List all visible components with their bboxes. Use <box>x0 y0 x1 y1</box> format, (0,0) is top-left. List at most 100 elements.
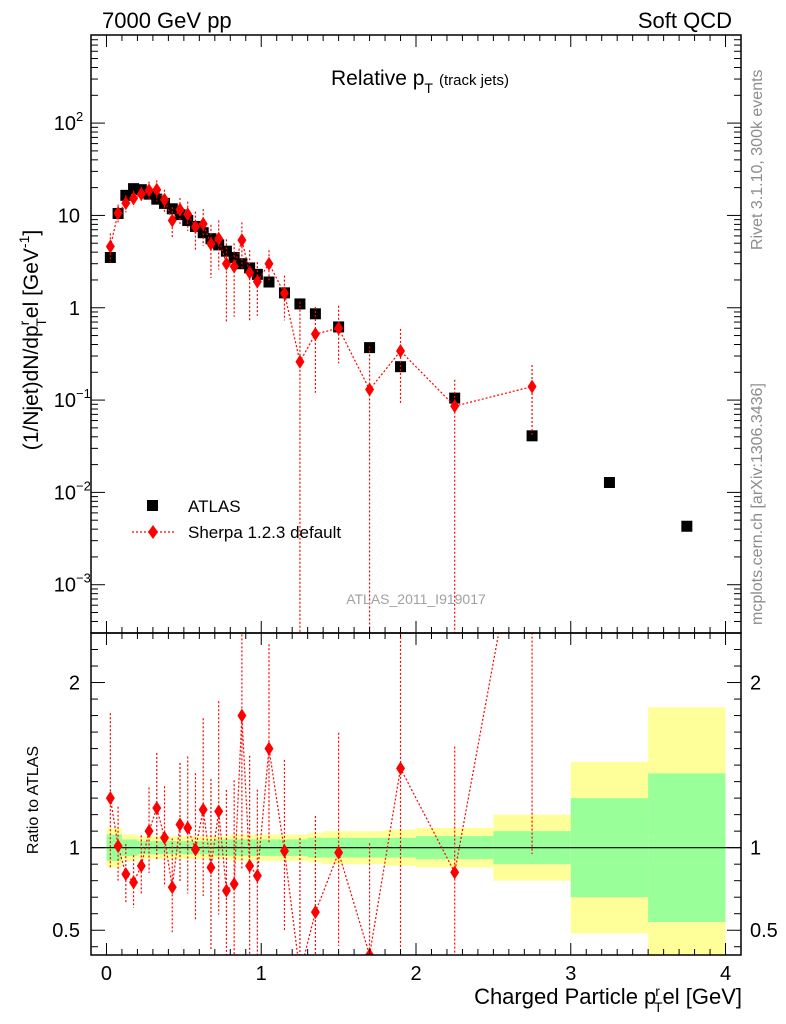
ratio-panel: 0.5 0.5 1 1 2 2 Ratio to ATLAS <box>25 632 778 956</box>
y-tick-label-exponent: −1 <box>76 386 91 401</box>
legend-atlas-label: ATLAS <box>188 497 241 516</box>
atlas-data-point <box>197 227 209 239</box>
y-tick-label: 10 <box>54 390 76 412</box>
analysis-watermark: ATLAS_2011_I919017 <box>346 591 486 607</box>
ylabel-sup2: -1 <box>16 235 32 248</box>
ratio-y-tick-label-left: 1 <box>69 838 80 860</box>
ratio-data-point <box>167 880 177 895</box>
ratio-data-point <box>152 801 162 816</box>
ratio-data-point <box>396 761 406 776</box>
x-tick-labels: 0 1 2 3 4 <box>101 963 731 985</box>
sherpa-data-point <box>121 196 131 211</box>
sherpa-data-point <box>279 286 289 301</box>
atlas-data-point <box>449 392 461 404</box>
sherpa-data-point <box>295 354 305 369</box>
ratio-y-tick-label-left: 0.5 <box>52 920 80 942</box>
xlabel-sup: r <box>655 983 660 999</box>
ratio-data-point <box>245 858 255 873</box>
x-tick-label: 1 <box>256 963 267 985</box>
ratio-y-tick-label-right: 0.5 <box>750 920 778 942</box>
atlas-data-point <box>681 520 693 532</box>
y-tick-label-exponent: −2 <box>76 478 91 493</box>
sherpa-data-point <box>183 207 193 222</box>
atlas-data-point <box>220 245 232 257</box>
sherpa-data-point <box>252 274 262 289</box>
ratio-data-point <box>310 905 320 920</box>
legend-sherpa-label: Sherpa 1.2.3 default <box>188 523 341 542</box>
ratio-y-tick-label-left: 2 <box>69 673 80 695</box>
sherpa-data-point <box>206 237 216 252</box>
legend-atlas-marker <box>147 500 158 511</box>
y-tick-label: 10 <box>54 113 76 135</box>
sherpa-data-point <box>310 326 320 341</box>
ratio-data-point <box>129 875 139 890</box>
sherpa-data-point <box>237 233 247 248</box>
mcplots-note: mcplots.cern.ch [arXiv:1306.3436] <box>749 383 766 625</box>
sherpa-data-point <box>245 265 255 280</box>
y-tick-label: 10 <box>58 205 80 227</box>
y-tick-label: 1 <box>69 298 80 320</box>
sherpa-data-point <box>136 187 146 202</box>
ratio-axes: 0.5 0.5 1 1 2 2 <box>52 632 778 956</box>
atlas-data-point <box>128 183 140 195</box>
sherpa-data-point <box>527 379 537 394</box>
ratio-data-point <box>183 820 193 835</box>
y-tick-label: 10 <box>54 482 76 504</box>
header-left: 7000 GeV pp <box>102 8 232 33</box>
ratio-data-point <box>221 883 231 898</box>
atlas-data-point <box>294 298 306 310</box>
ratio-data-point <box>190 842 200 857</box>
sherpa-data-point <box>167 213 177 228</box>
ratio-data-point <box>121 867 131 882</box>
atlas-data-point <box>263 276 275 288</box>
ylabel-mid: el [GeV <box>20 248 43 318</box>
sherpa-data-point <box>152 182 162 197</box>
chart-title: Relative pT (track jets) <box>331 67 509 96</box>
ylabel-pre: (1/Njet)dN/dp <box>20 325 43 450</box>
ylabel-sup: r <box>16 320 32 325</box>
y-tick-label-exponent: 2 <box>76 109 83 124</box>
x-tick-label: 0 <box>101 963 112 985</box>
sherpa-data-point <box>144 183 154 198</box>
legend: ATLAS Sherpa 1.2.3 default <box>132 497 341 542</box>
main-data-layer <box>104 180 693 633</box>
sherpa-data-point <box>450 399 460 414</box>
sherpa-data-point <box>214 231 224 246</box>
atlas-data-point <box>228 252 240 264</box>
ratio-data-point <box>206 860 216 875</box>
sherpa-data-point <box>264 256 274 271</box>
ylabel-sub: T <box>33 318 49 327</box>
ratio-data-point <box>264 741 274 756</box>
sherpa-data-point <box>334 321 344 336</box>
y-tick-label-exponent: −3 <box>76 571 91 586</box>
legend-sherpa-marker <box>148 525 158 539</box>
ratio-data-layer <box>91 633 741 955</box>
rivet-note: Rivet 3.1.10, 300k events <box>749 69 766 250</box>
sherpa-data-point <box>396 344 406 359</box>
atlas-data-point <box>603 477 615 489</box>
ratio-y-tick-label-right: 1 <box>750 838 761 860</box>
sherpa-data-point <box>175 202 185 217</box>
sherpa-data-point <box>190 219 200 234</box>
sherpa-data-point <box>198 216 208 231</box>
title-main: Relative p <box>331 67 424 90</box>
sherpa-data-point <box>160 192 170 207</box>
ratio-data-point <box>105 791 115 806</box>
ratio-data-point <box>229 876 239 891</box>
xlabel-sub: T <box>654 999 663 1015</box>
ratio-data-point <box>279 843 289 858</box>
ratio-data-point <box>160 830 170 845</box>
sherpa-data-point <box>105 239 115 254</box>
ratio-data-point <box>113 839 123 854</box>
title-subscript: T <box>424 80 433 96</box>
sherpa-data-point <box>113 206 123 221</box>
sherpa-data-point <box>229 259 239 274</box>
sherpa-data-point <box>129 191 139 206</box>
ratio-y-tick-label-right: 2 <box>750 673 761 695</box>
x-tick-label: 3 <box>565 963 576 985</box>
ratio-data-point <box>144 824 154 839</box>
title-suffix: (track jets) <box>439 72 509 89</box>
ratio-data-point <box>252 868 262 883</box>
